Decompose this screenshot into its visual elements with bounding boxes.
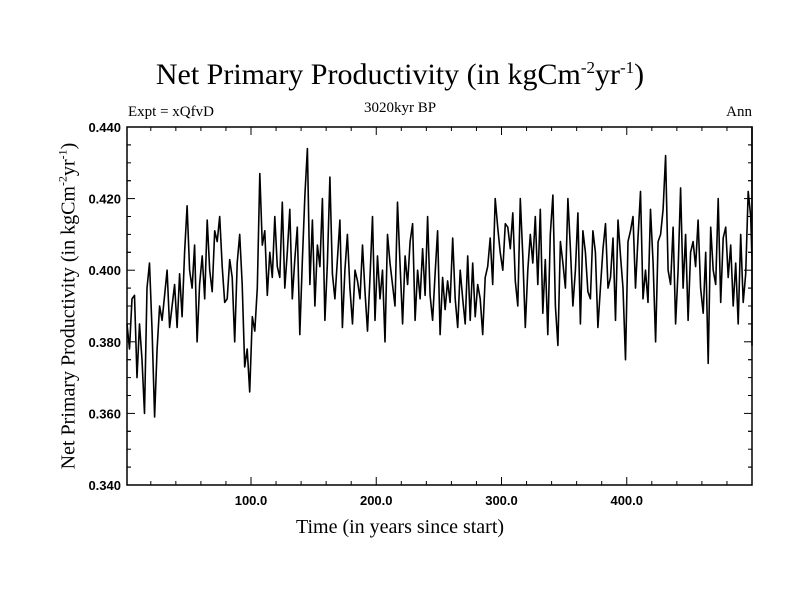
title-superscript-1: -2 (580, 58, 595, 77)
y-tick-label: 0.360 (88, 406, 121, 421)
ylabel-superscript-2: -1 (55, 149, 70, 160)
title-text-end: ) (634, 58, 645, 91)
x-tick-label: 300.0 (485, 493, 518, 508)
title-text: Net Primary Productivity (in kgCm (155, 58, 581, 91)
title-text-mid: yr (594, 58, 620, 91)
ylabel-text-mid: yr (57, 159, 80, 177)
y-axis: 0.340 0.360 0.380 0.400 0.420 0.440 (88, 120, 752, 493)
x-axis-label: Time (in years since start) (295, 516, 505, 538)
title-superscript-2: -1 (619, 58, 635, 77)
x-tick-label: 200.0 (360, 493, 393, 508)
plot-frame (126, 126, 753, 486)
chart-subtitle: 3020kyr BP (363, 100, 437, 116)
season-label: Ann (726, 104, 752, 120)
ylabel-superscript-1: -2 (55, 176, 70, 187)
y-tick-label: 0.340 (88, 478, 121, 493)
y-tick-label: 0.380 (88, 335, 121, 350)
x-tick-label: 400.0 (610, 493, 643, 508)
y-tick-label: 0.440 (88, 120, 121, 135)
ylabel-text: Net Primary Productivity (in kgCm (57, 186, 80, 470)
ylabel-text-end: ) (57, 142, 80, 150)
chart-title: Net Primary Productivity (in kgCm-2yr-1) (0, 58, 800, 92)
x-tick-label: 100.0 (235, 493, 268, 508)
experiment-label: Expt = xQfvD (128, 104, 214, 120)
y-axis-label: Net Primary Productivity (in kgCm-2yr-1) (56, 143, 81, 470)
y-tick-label: 0.420 (88, 192, 121, 207)
npp-series-line (126, 126, 753, 418)
y-tick-label: 0.400 (88, 263, 121, 278)
x-axis: 100.0 200.0 300.0 400.0 (150, 127, 728, 508)
